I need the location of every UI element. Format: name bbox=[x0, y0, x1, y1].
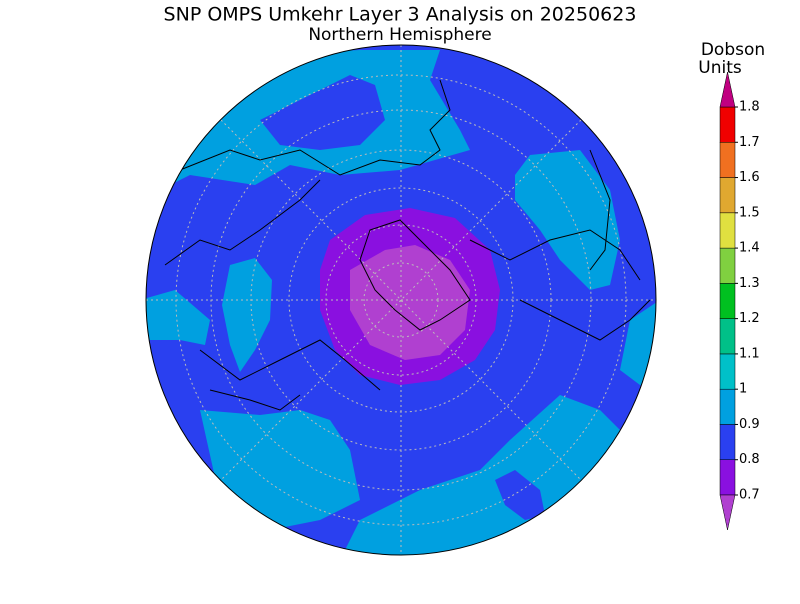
colorbar-segment bbox=[719, 459, 736, 496]
colorbar-tick-label: 1.3 bbox=[739, 276, 760, 291]
colorbar-tick-label: 1 bbox=[739, 382, 747, 397]
coastlines bbox=[164, 79, 651, 411]
colorbar-tick-label: 1.6 bbox=[739, 170, 760, 185]
field-region bbox=[350, 245, 470, 360]
colorbar-tick-label: 1.1 bbox=[739, 346, 760, 361]
colorbar-over bbox=[719, 71, 736, 108]
field-region bbox=[222, 258, 272, 372]
colorbar-segment bbox=[719, 318, 736, 355]
subtitle: Northern Hemisphere bbox=[308, 25, 491, 45]
colorbar-segment bbox=[719, 283, 736, 319]
colorbar-segment bbox=[719, 177, 736, 214]
field-region bbox=[260, 75, 385, 150]
colorbar-segment bbox=[719, 106, 736, 143]
colorbar-segment bbox=[719, 388, 736, 425]
colorbar-tick-label: 1.7 bbox=[739, 135, 760, 150]
colorbar-title: Units bbox=[698, 58, 742, 78]
polar-map bbox=[146, 45, 656, 555]
graticule bbox=[146, 45, 656, 555]
title: SNP OMPS Umkehr Layer 3 Analysis on 2025… bbox=[164, 4, 637, 26]
colorbar-tick-label: 1.5 bbox=[739, 205, 760, 220]
colorbar-segment bbox=[719, 247, 736, 284]
colorbar-tick-label: 0.8 bbox=[739, 452, 760, 467]
colorbar-segment bbox=[719, 142, 736, 178]
field-region bbox=[515, 150, 620, 290]
colorbar-segment bbox=[719, 424, 736, 460]
colorbar-title: Dobson bbox=[701, 40, 765, 60]
colorbar-segment bbox=[719, 212, 736, 249]
colorbar-tick-label: 1.4 bbox=[739, 241, 760, 256]
colorbar-under bbox=[719, 494, 736, 531]
map-border bbox=[145, 44, 657, 556]
colorbar: Dobson Units 0.7 0.8 0.9 1 1.1 1.2 1.3 1.4 1.5 1.… bbox=[698, 40, 765, 531]
colorbar-segment bbox=[719, 353, 736, 390]
field-region bbox=[495, 470, 545, 520]
colorbar-tick-label: 1.8 bbox=[739, 100, 760, 115]
colorbar-tick-label: 0.7 bbox=[739, 488, 760, 503]
colorbar-tick-label: 0.9 bbox=[739, 417, 760, 432]
field-region bbox=[146, 290, 210, 345]
colorbar-tick-label: 1.2 bbox=[739, 311, 760, 326]
